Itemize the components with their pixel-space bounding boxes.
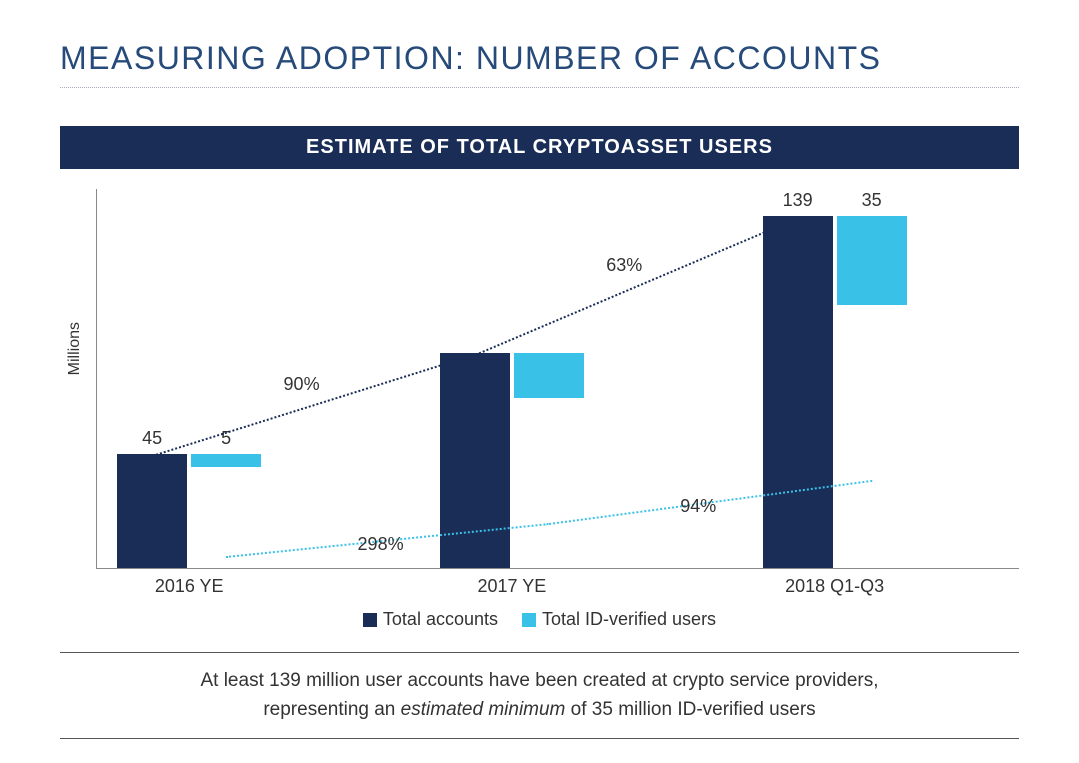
y-axis-label: Millions — [60, 322, 90, 375]
category-label: 2016 YE — [99, 576, 279, 597]
bar-value-label: 45 — [142, 428, 162, 449]
growth-pct-label: 298% — [358, 534, 404, 555]
chart-container: Millions 4552016 YE2017 YE139352018 Q1-Q… — [60, 189, 1019, 569]
category-label: 2017 YE — [422, 576, 602, 597]
bar-total-accounts: 45 — [117, 454, 187, 568]
bar-verified-users — [514, 353, 584, 399]
bar-total-accounts: 139 — [763, 216, 833, 568]
bar-value-label: 35 — [862, 190, 882, 211]
bar-total-accounts — [440, 353, 510, 568]
bar-verified-users: 35 — [837, 216, 907, 305]
chart-caption: At least 139 million user accounts have … — [60, 652, 1019, 739]
growth-pct-label: 90% — [284, 374, 320, 395]
chart-banner: ESTIMATE OF TOTAL CRYPTOASSET USERS — [60, 126, 1019, 169]
bar-value-label: 139 — [783, 190, 813, 211]
bar-verified-users: 5 — [191, 454, 261, 467]
chart-legend: Total accounts Total ID-verified users — [60, 609, 1019, 630]
legend-swatch — [522, 613, 536, 627]
bar-group: 4552016 YE — [99, 454, 279, 568]
chart-plot-area: 4552016 YE2017 YE139352018 Q1-Q390%63%29… — [96, 189, 1019, 569]
growth-pct-label: 63% — [606, 255, 642, 276]
category-label: 2018 Q1-Q3 — [745, 576, 925, 597]
growth-pct-label: 94% — [680, 496, 716, 517]
legend-label: Total ID-verified users — [542, 609, 716, 629]
page-title: MEASURING ADOPTION: NUMBER OF ACCOUNTS — [60, 40, 1019, 88]
bar-group: 139352018 Q1-Q3 — [745, 216, 925, 568]
legend-swatch — [363, 613, 377, 627]
legend-label: Total accounts — [383, 609, 498, 629]
bar-group: 2017 YE — [422, 353, 602, 568]
